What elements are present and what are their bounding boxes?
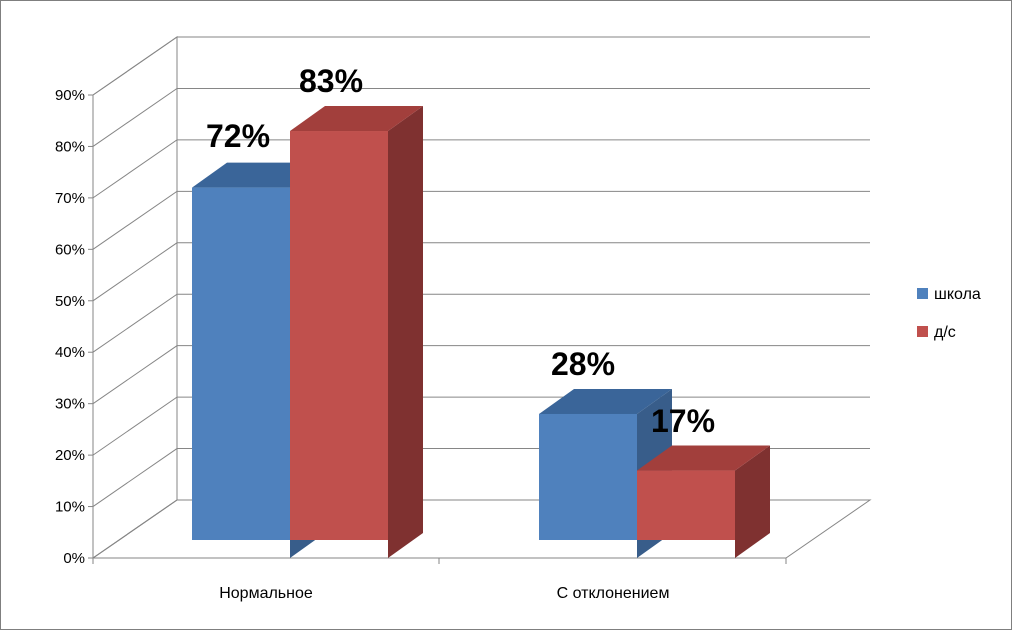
bar-front-face bbox=[192, 187, 290, 540]
gridlines bbox=[92, 36, 870, 559]
y-tick-label: 20% bbox=[55, 447, 85, 464]
bar-top-face bbox=[539, 388, 672, 414]
y-axis-tick-labels: 0% 10% 20% 30% 40% 50% 60% 70% 80% 90% bbox=[55, 87, 787, 567]
data-labels: 72% 83% 28% 17% bbox=[206, 63, 715, 439]
bar-top-face bbox=[637, 445, 770, 471]
legend-swatch bbox=[917, 288, 928, 299]
bar-kindergarten-1 bbox=[637, 445, 770, 558]
legend: школа д/с bbox=[917, 286, 981, 341]
gridline bbox=[92, 345, 870, 405]
legend-label: школа bbox=[934, 286, 981, 303]
gridline bbox=[92, 242, 870, 302]
data-label: 72% bbox=[206, 118, 270, 154]
data-label: 83% bbox=[299, 63, 363, 99]
bar-kindergarten-0 bbox=[290, 106, 423, 558]
gridline bbox=[92, 139, 870, 199]
legend-label: д/с bbox=[934, 324, 956, 341]
y-tick-label: 70% bbox=[55, 190, 85, 207]
side-wall bbox=[92, 36, 178, 559]
bar-side-face bbox=[388, 106, 423, 558]
legend-swatch bbox=[917, 326, 928, 337]
y-tick-label: 50% bbox=[55, 293, 85, 310]
bar-side-face bbox=[735, 445, 770, 558]
bar-top-face bbox=[290, 106, 423, 132]
y-tick-label: 60% bbox=[55, 241, 85, 258]
legend-item: д/с bbox=[917, 324, 956, 341]
gridline bbox=[92, 36, 870, 96]
gridline bbox=[92, 293, 870, 353]
y-tick-label: 40% bbox=[55, 344, 85, 361]
legend-item: школа bbox=[917, 286, 981, 303]
data-label: 28% bbox=[551, 346, 615, 382]
y-tick-label: 10% bbox=[55, 499, 85, 516]
y-tick-label: 90% bbox=[55, 87, 85, 104]
data-label: 17% bbox=[651, 403, 715, 439]
bar-front-face bbox=[539, 413, 637, 540]
y-tick-label: 0% bbox=[63, 550, 85, 567]
category-label: С отклонением bbox=[557, 585, 670, 602]
x-axis-category-labels: Нормальное С отклонением bbox=[219, 585, 669, 602]
bars bbox=[192, 106, 770, 558]
gridline bbox=[92, 190, 870, 250]
bar-front-face bbox=[637, 470, 735, 540]
y-tick-label: 80% bbox=[55, 138, 85, 155]
bar-front-face bbox=[290, 131, 388, 540]
category-label: Нормальное bbox=[219, 585, 313, 602]
gridline bbox=[92, 87, 870, 147]
y-tick-label: 30% bbox=[55, 396, 85, 413]
